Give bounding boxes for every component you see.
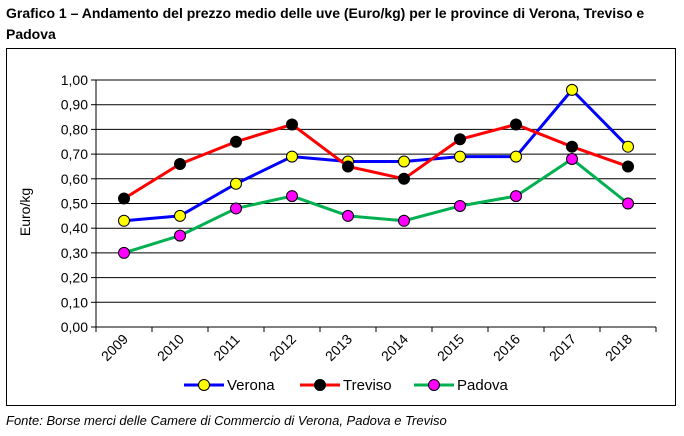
data-point	[454, 199, 466, 212]
x-tick-label: 2017	[546, 331, 579, 364]
data-point	[230, 202, 242, 215]
x-tick-label: 2011	[210, 331, 243, 364]
data-point	[398, 172, 410, 185]
data-point	[510, 150, 522, 163]
x-tick-label: 2018	[602, 331, 635, 364]
data-point	[454, 150, 466, 163]
y-tick-label: 0,60	[61, 171, 88, 187]
series-treviso	[118, 118, 634, 205]
data-point	[286, 190, 298, 203]
y-tick-labels: 0,00 0,10 0,20 0,30 0,40 0,50 0,60 0,70 0,80 0,90…	[61, 72, 88, 335]
data-point	[230, 135, 242, 148]
series-padova	[118, 153, 634, 259]
legend-item-verona: Verona	[184, 377, 275, 394]
x-tick-label: 2015	[434, 331, 467, 364]
legend-marker	[314, 379, 326, 391]
source-note: Fonte: Borse merci delle Camere di Comme…	[6, 413, 447, 428]
legend-item-padova: Padova	[414, 377, 509, 394]
gridlines	[96, 79, 656, 328]
y-tick-label: 0,20	[61, 270, 88, 286]
x-tick-label: 2012	[266, 331, 299, 364]
data-point	[174, 157, 186, 170]
y-axis-label: Euro/kg	[17, 188, 33, 236]
data-point	[118, 246, 130, 259]
series-group	[118, 83, 634, 259]
data-point	[118, 192, 130, 205]
axes	[91, 79, 657, 332]
data-point	[622, 160, 634, 173]
x-tick-label: 2013	[322, 331, 355, 364]
data-point	[398, 155, 410, 168]
x-tick-label: 2010	[154, 331, 187, 364]
legend-item-treviso: Treviso	[300, 377, 392, 394]
data-point	[342, 209, 354, 222]
x-tick-labels: 2009 2010 2011 2012 2013 2014 2015 2016 2017 2018	[98, 331, 635, 364]
y-tick-label: 0,10	[61, 294, 88, 310]
x-tick-label: 2016	[490, 331, 523, 364]
data-point	[566, 153, 578, 166]
data-point	[118, 214, 130, 227]
data-point	[454, 133, 466, 146]
data-point	[174, 229, 186, 242]
data-point	[398, 214, 410, 227]
data-point	[566, 83, 578, 96]
y-tick-label: 0,80	[61, 121, 88, 137]
data-point	[174, 209, 186, 222]
data-point	[566, 140, 578, 153]
data-point	[510, 190, 522, 203]
chart-title: Grafico 1 – Andamento del prezzo medio d…	[6, 5, 645, 42]
chart-frame	[6, 48, 676, 406]
series-verona	[118, 83, 634, 227]
y-tick-label: 1,00	[61, 72, 88, 88]
data-point	[510, 118, 522, 131]
y-tick-label: 0,70	[61, 146, 88, 162]
y-tick-label: 0,50	[61, 196, 88, 212]
data-point	[622, 140, 634, 153]
series-line	[123, 157, 629, 255]
y-tick-label: 0,30	[61, 245, 88, 261]
legend-label: Treviso	[343, 377, 392, 394]
data-point	[342, 160, 354, 173]
y-tick-label: 0,00	[61, 319, 88, 335]
y-tick-label: 0,40	[61, 220, 88, 236]
data-point	[622, 197, 634, 210]
data-point	[230, 177, 242, 190]
series-line	[123, 88, 630, 223]
x-tick-label: 2009	[98, 331, 131, 364]
legend-marker	[198, 379, 210, 391]
data-point	[286, 150, 298, 163]
x-tick-label: 2014	[378, 331, 411, 364]
legend-marker	[428, 379, 440, 391]
legend-label: Padova	[457, 377, 509, 394]
series-line	[123, 122, 629, 200]
legend: Verona Treviso Padova	[184, 377, 509, 394]
legend-label: Verona	[227, 377, 275, 394]
data-point	[286, 118, 298, 131]
y-tick-label: 0,90	[61, 97, 88, 113]
